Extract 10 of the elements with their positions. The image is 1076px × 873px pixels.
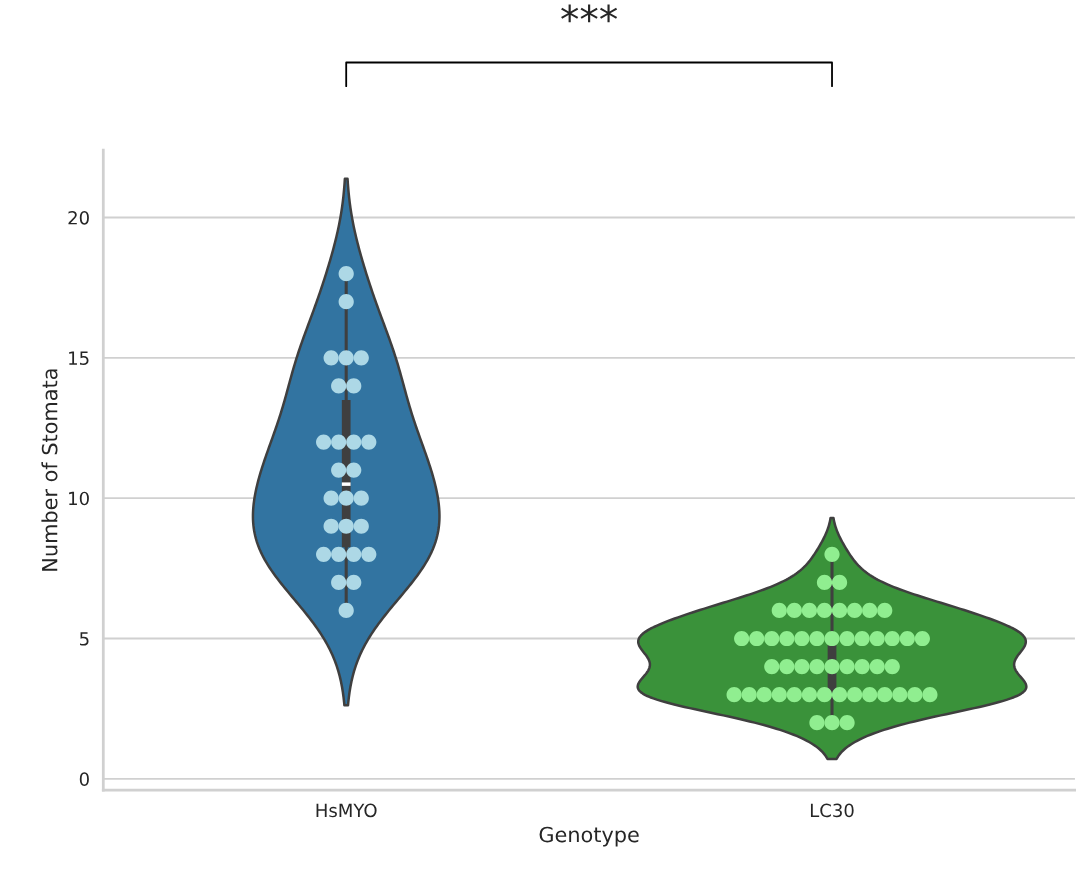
x-tick-label: LC30 (810, 803, 854, 818)
y-tick-label: 20 (68, 210, 89, 225)
y-tick-label: 5 (80, 632, 89, 646)
x-tick-label: HsMYO (316, 803, 377, 818)
y-tick-label: 0 (79, 772, 89, 786)
x-axis-title: Genotype (539, 826, 639, 847)
y-tick-label: 15 (69, 351, 89, 365)
y-axis-title: Number of Stomata (41, 369, 58, 571)
y-tick-label: 10 (69, 491, 89, 506)
text: *** (561, 4, 618, 23)
